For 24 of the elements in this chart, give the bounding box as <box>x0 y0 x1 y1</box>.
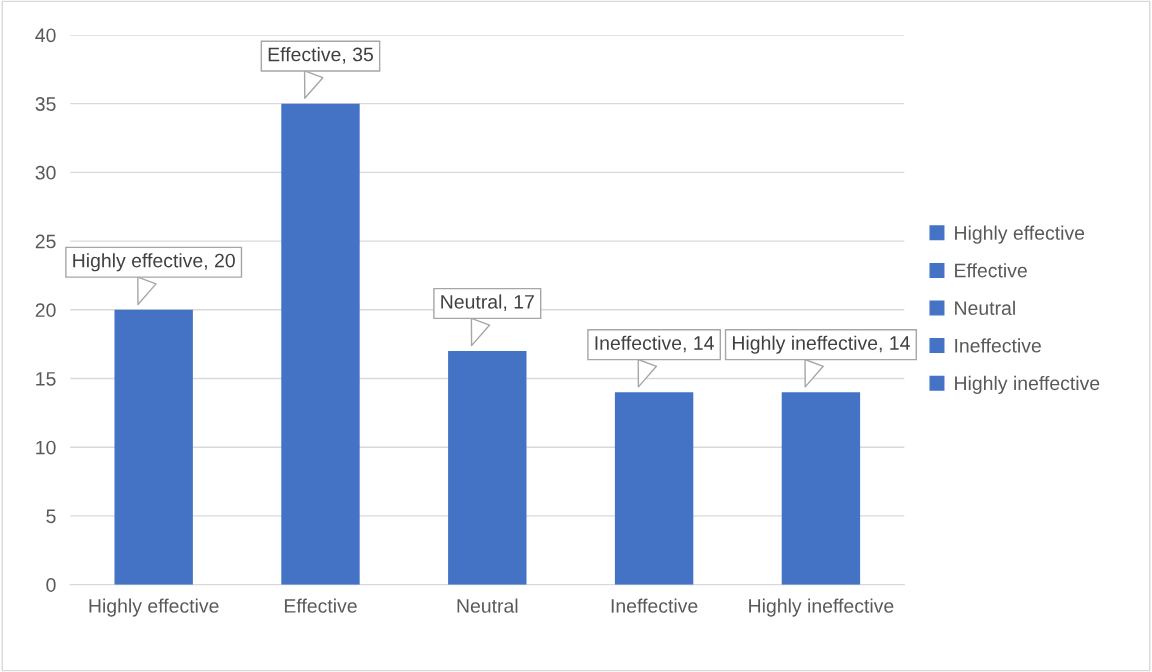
y-tick-label: 30 <box>35 165 56 180</box>
legend-label: Ineffective <box>955 338 1041 353</box>
data-label: Highly effective, 20 <box>73 253 235 272</box>
x-tick-label: Neutral <box>457 598 518 613</box>
y-tick-label: 25 <box>35 234 56 249</box>
data-label: Ineffective, 14 <box>595 335 714 353</box>
legend-label: Effective <box>955 263 1027 278</box>
legend-label: Highly effective <box>955 225 1085 244</box>
x-tick-label: Ineffective <box>611 598 698 613</box>
x-tick-label: Highly ineffective <box>749 598 894 617</box>
legend-label: Neutral <box>955 300 1015 316</box>
legend-label: Highly ineffective <box>955 375 1100 394</box>
y-tick-label: 0 <box>46 578 56 592</box>
data-label: Neutral, 17 <box>441 294 534 311</box>
y-tick-label: 15 <box>36 372 56 386</box>
y-tick-label: 20 <box>35 303 56 318</box>
x-tick-label: Highly effective <box>89 598 219 617</box>
data-label: Highly ineffective, 14 <box>732 335 910 354</box>
y-tick-label: 10 <box>36 440 56 455</box>
y-tick-label: 5 <box>46 509 56 524</box>
x-tick-label: Effective <box>284 598 357 613</box>
y-tick-label: 40 <box>35 28 56 43</box>
data-label: Effective, 35 <box>268 47 373 64</box>
y-tick-label: 35 <box>35 97 56 111</box>
